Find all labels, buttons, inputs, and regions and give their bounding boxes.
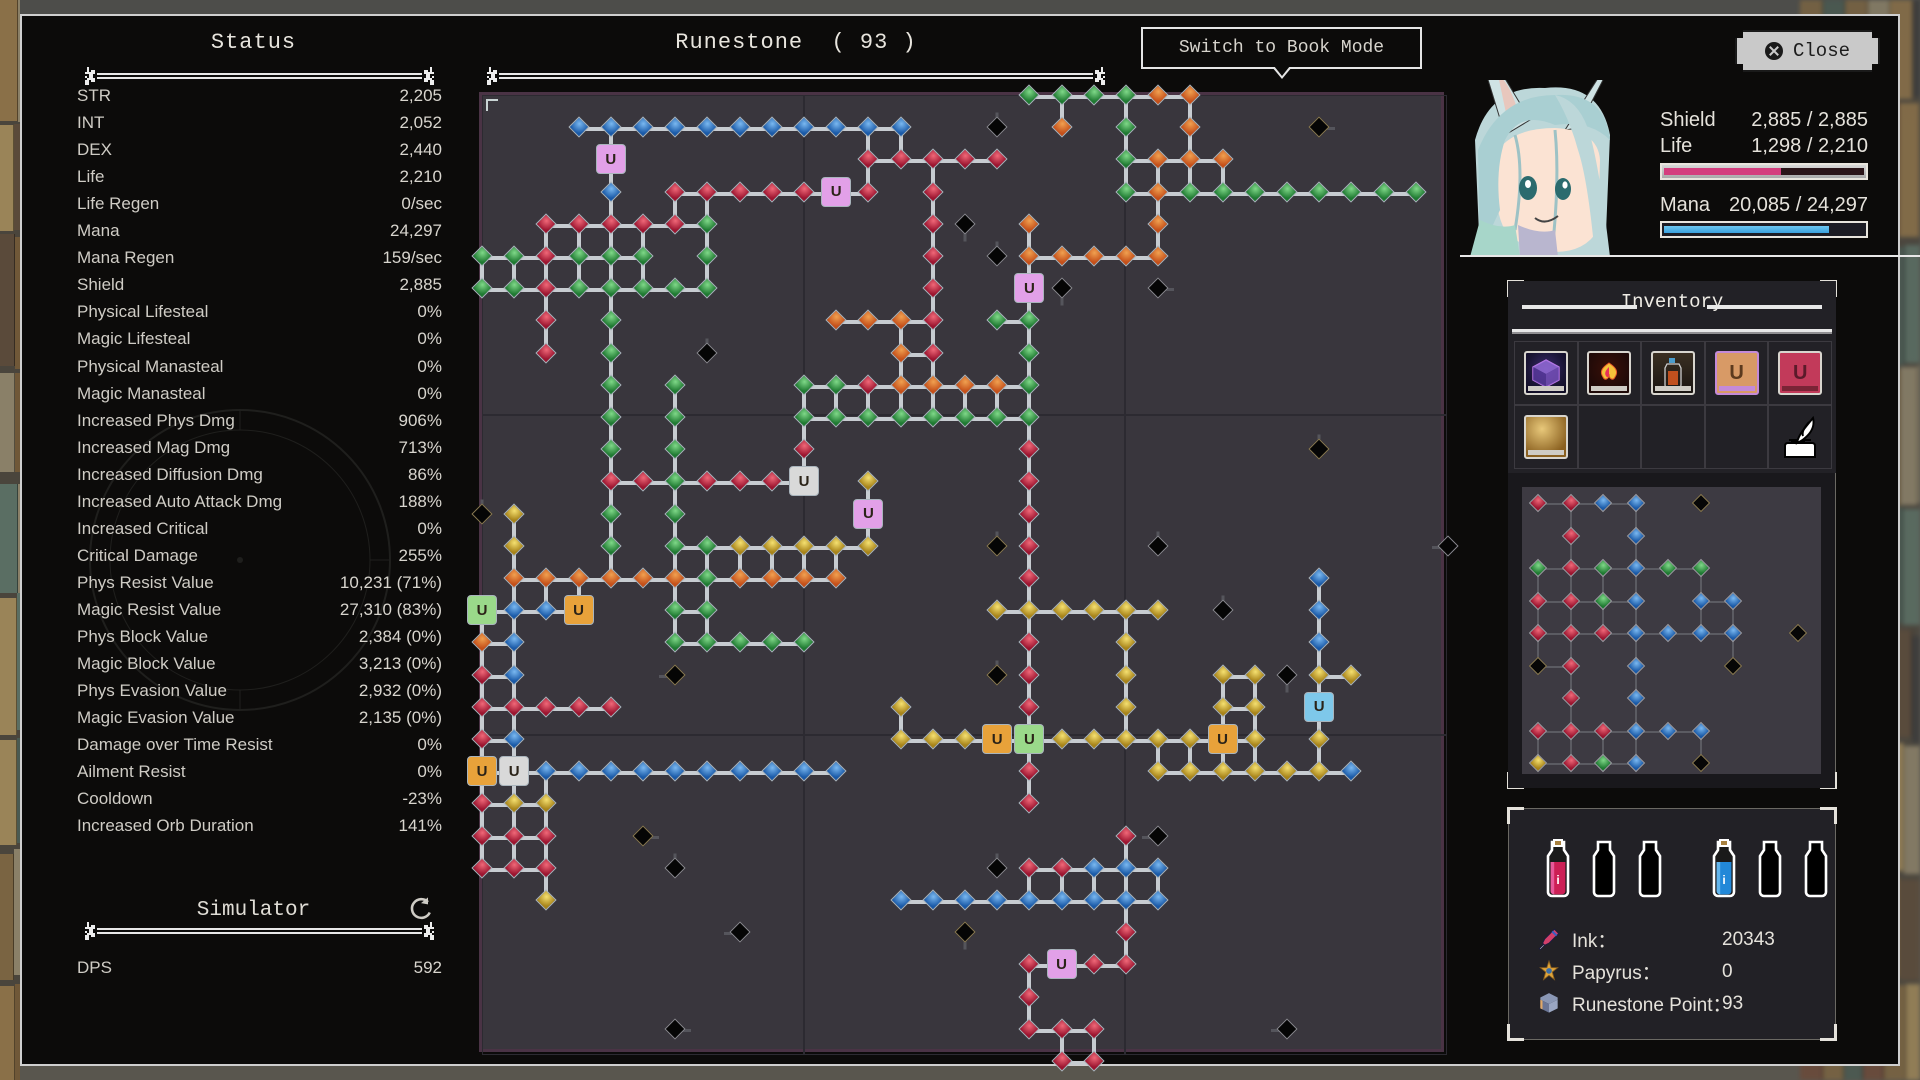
svg-text:i: i	[1556, 873, 1559, 887]
svg-text:i: i	[1722, 873, 1725, 887]
